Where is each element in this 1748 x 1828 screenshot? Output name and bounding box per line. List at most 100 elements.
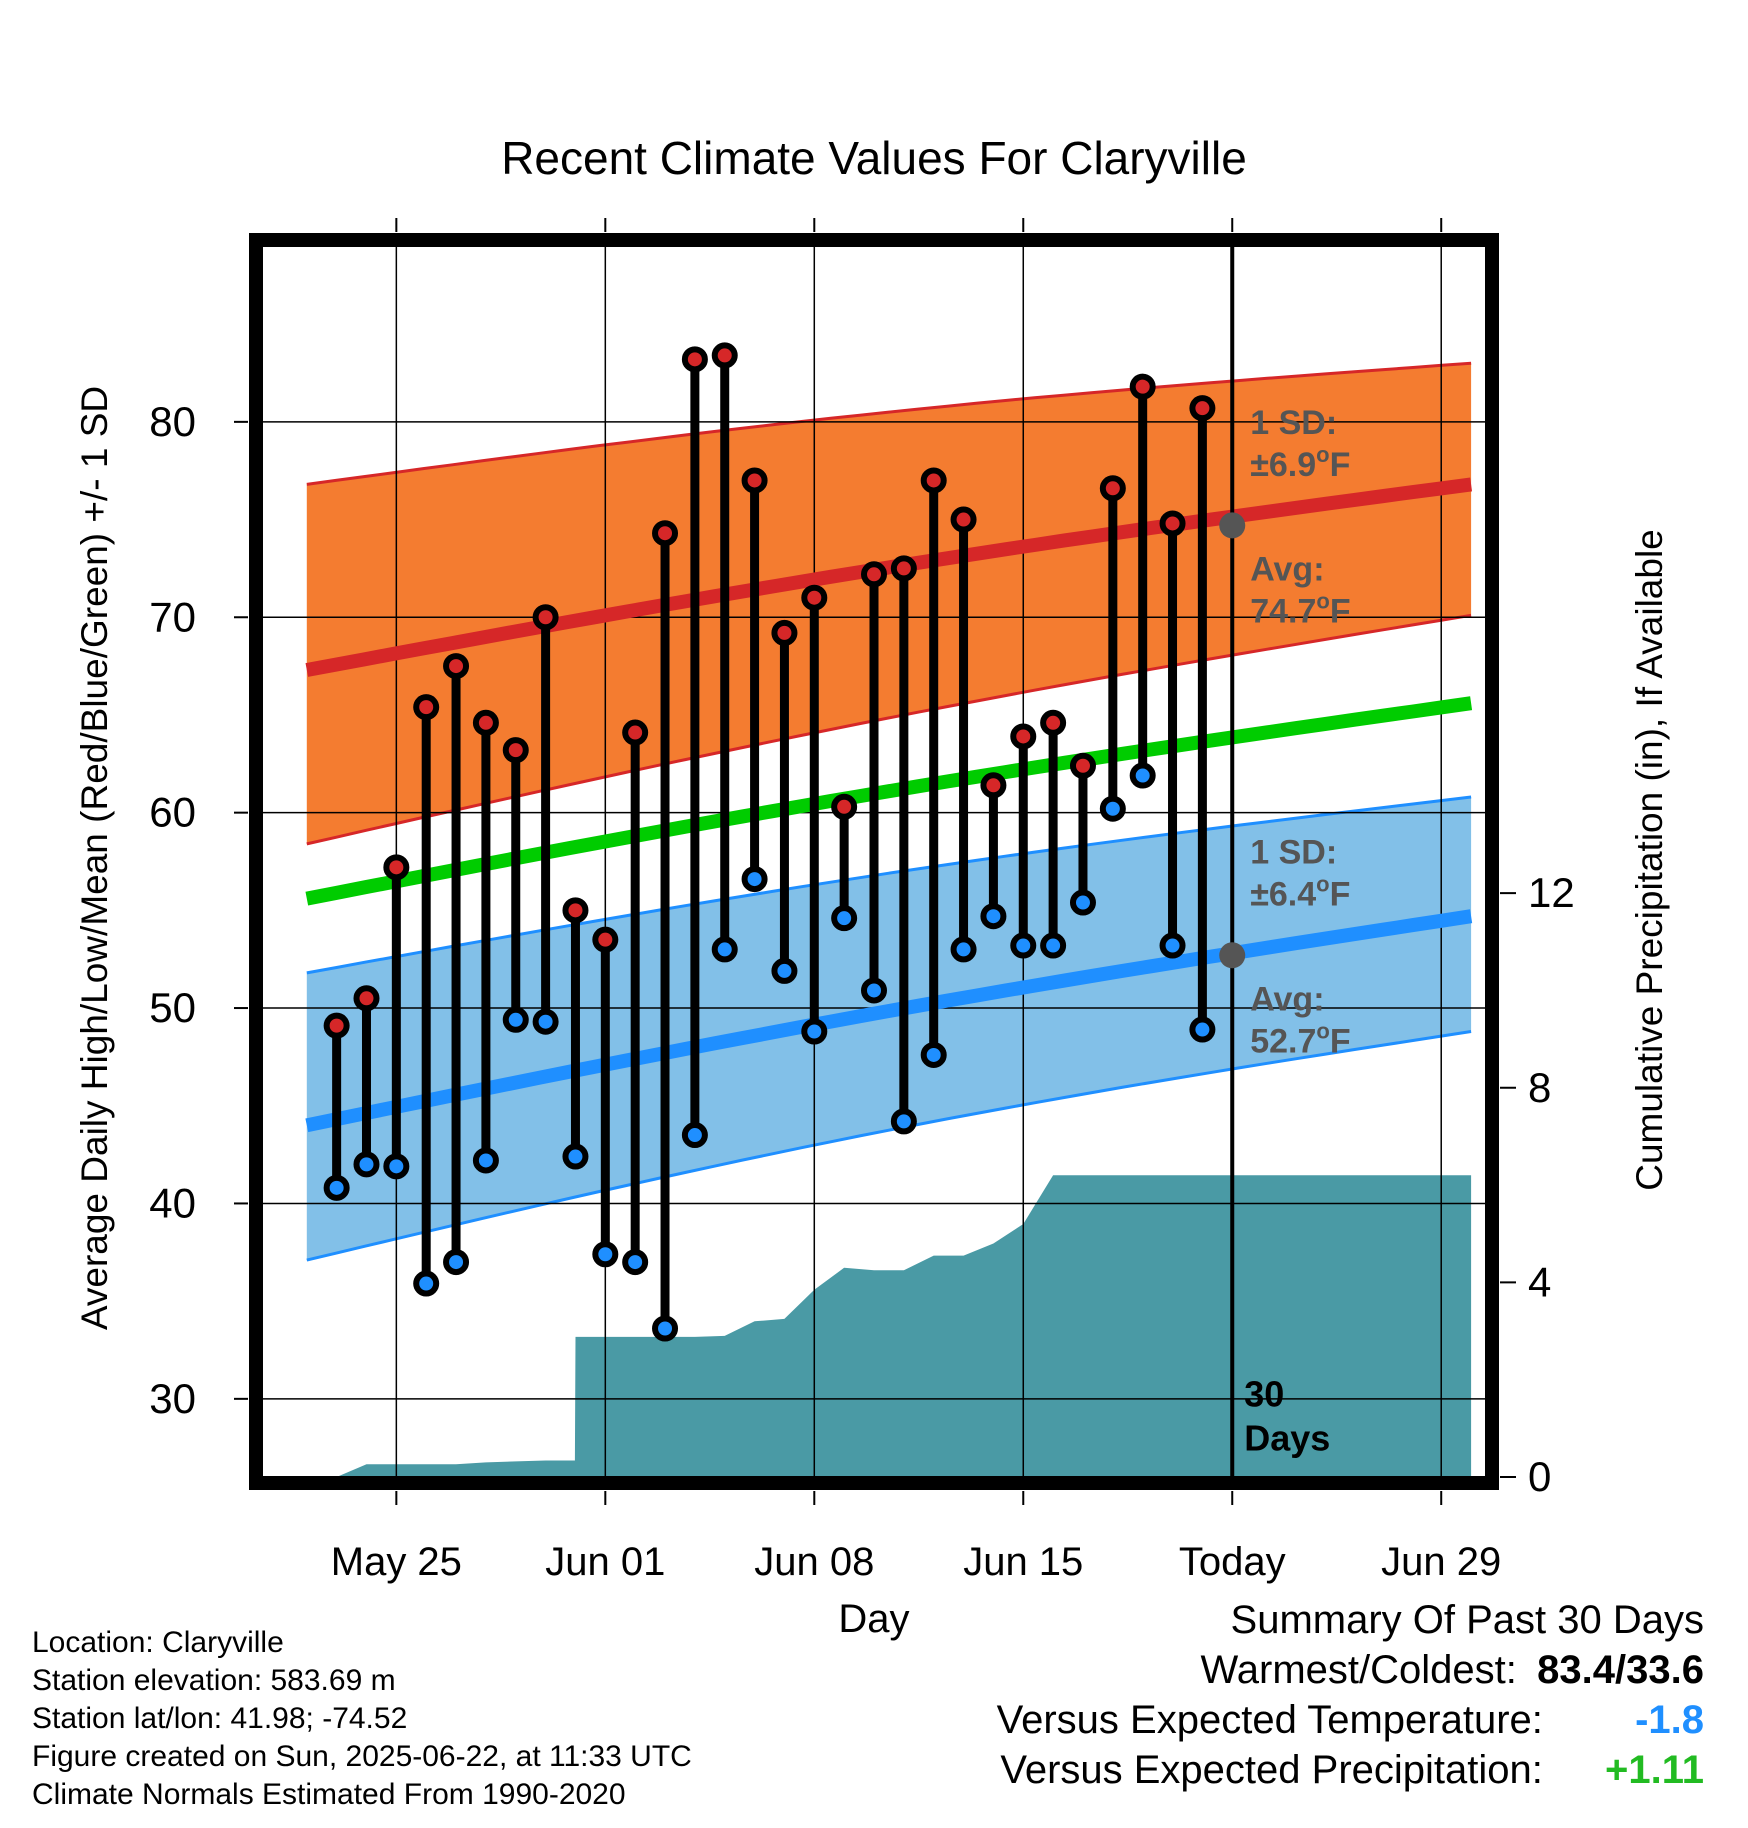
high-sd-annotation: 1 SD: ±6.9oF bbox=[1250, 404, 1350, 484]
daily-low-point bbox=[920, 1041, 947, 1068]
daily-high-point bbox=[413, 694, 440, 721]
info-latlon: Station lat/lon: 41.98; -74.52 bbox=[32, 1702, 408, 1735]
high-sd-band bbox=[306, 363, 1472, 844]
summary-value: +1.11 bbox=[1604, 1748, 1704, 1792]
low-band-lower-edge bbox=[306, 1030, 1472, 1262]
daily-high-point bbox=[1129, 373, 1156, 400]
daily-low-point bbox=[1010, 932, 1037, 959]
low-sd-band bbox=[306, 797, 1472, 1261]
y2-tick-label: 12 bbox=[1528, 869, 1575, 916]
normal-mean-line bbox=[305, 696, 1473, 906]
summary-row-precipitation: Versus Expected Precipitation: +1.11 bbox=[1000, 1748, 1704, 1793]
daily-low-point bbox=[801, 1018, 828, 1045]
y2-tick-label: 4 bbox=[1528, 1258, 1551, 1305]
daily-low-point bbox=[413, 1270, 440, 1297]
daily-low-point bbox=[622, 1249, 649, 1276]
daily-high-point bbox=[323, 1012, 350, 1039]
daily-high-point bbox=[1189, 395, 1216, 422]
daily-high-point bbox=[353, 985, 380, 1012]
daily-low-point bbox=[1069, 889, 1096, 916]
y2-axis-label: Cumulative Precipitation (in), If Availa… bbox=[1629, 529, 1670, 1191]
daily-low-point bbox=[1099, 795, 1126, 822]
x-tick-label: Jun 29 bbox=[1381, 1540, 1501, 1584]
daily-low-point bbox=[353, 1151, 380, 1178]
summary-label: Warmest/Coldest: bbox=[1200, 1648, 1517, 1692]
precip-area bbox=[336, 1175, 1472, 1477]
daily-low-point bbox=[831, 905, 858, 932]
daily-high-point bbox=[741, 467, 768, 494]
daily-low-point bbox=[1189, 1016, 1216, 1043]
daily-high-point bbox=[980, 772, 1007, 799]
daily-high-point bbox=[920, 467, 947, 494]
daily-high-point bbox=[1099, 475, 1126, 502]
daily-high-point bbox=[532, 604, 559, 631]
summary-label: Versus Expected Precipitation: bbox=[1000, 1748, 1543, 1792]
high-band-lower-edge bbox=[306, 613, 1472, 846]
daily-high-point bbox=[592, 926, 619, 953]
daily-high-point bbox=[711, 342, 738, 369]
daily-high-point bbox=[771, 619, 798, 646]
high-avg-annotation: Avg: 74.7oF bbox=[1250, 550, 1350, 630]
daily-high-point bbox=[950, 506, 977, 533]
summary-row-temperature: Versus Expected Temperature: -1.8 bbox=[997, 1698, 1704, 1743]
y-tick-label: 60 bbox=[149, 789, 196, 836]
summary-row-warmest: Warmest/Coldest: 83.4/33.6 bbox=[1201, 1648, 1705, 1693]
summary-title: Summary Of Past 30 Days bbox=[1230, 1598, 1704, 1642]
daily-low-point bbox=[1159, 932, 1186, 959]
daily-low-point bbox=[323, 1174, 350, 1201]
normal-low-line bbox=[305, 909, 1473, 1133]
daily-low-point bbox=[980, 903, 1007, 930]
daily-low-point bbox=[711, 936, 738, 963]
y-tick-label: 40 bbox=[149, 1179, 196, 1226]
daily-low-point bbox=[652, 1315, 679, 1342]
today-high-avg-marker bbox=[1219, 512, 1246, 539]
daily-high-point bbox=[472, 709, 499, 736]
daily-high-point bbox=[652, 520, 679, 547]
daily-high-point bbox=[681, 346, 708, 373]
info-location: Location: Claryville bbox=[32, 1626, 284, 1659]
y2-tick-label: 0 bbox=[1528, 1453, 1551, 1500]
plot-area: 1 SD: ±6.9oF Avg: 74.7oF 1 SD: ±6.4oF Avg: 52.7… bbox=[149, 218, 1575, 1584]
daily-high-point bbox=[1010, 723, 1037, 750]
low-band-upper-edge bbox=[306, 795, 1472, 975]
y2-tick-label: 8 bbox=[1528, 1064, 1551, 1111]
daily-high-point bbox=[1040, 709, 1067, 736]
daily-high-point bbox=[622, 719, 649, 746]
days-annotation: 30 Days bbox=[1244, 1374, 1330, 1459]
low-avg-annotation: Avg: 52.7oF bbox=[1250, 980, 1350, 1060]
info-elevation: Station elevation: 583.69 m bbox=[32, 1664, 396, 1697]
daily-high-point bbox=[443, 653, 470, 680]
daily-high-point bbox=[890, 555, 917, 582]
daily-low-point bbox=[1040, 932, 1067, 959]
x-tick-label: May 25 bbox=[331, 1540, 462, 1584]
summary-value: -1.8 bbox=[1635, 1698, 1704, 1742]
x-tick-label: Jun 01 bbox=[545, 1540, 665, 1584]
chart-title: Recent Climate Values For Claryville bbox=[501, 132, 1247, 184]
summary-value: 83.4/33.6 bbox=[1537, 1648, 1704, 1692]
y-axis-label: Average Daily High/Low/Mean (Red/Blue/Gr… bbox=[74, 386, 115, 1330]
daily-low-point bbox=[681, 1122, 708, 1149]
daily-low-point bbox=[890, 1108, 917, 1135]
daily-low-point bbox=[592, 1241, 619, 1268]
daily-low-point bbox=[532, 1008, 559, 1035]
x-tick-label: Jun 15 bbox=[963, 1540, 1083, 1584]
x-tick-label: Jun 08 bbox=[754, 1540, 874, 1584]
daily-high-point bbox=[383, 854, 410, 881]
y-tick-label: 70 bbox=[149, 593, 196, 640]
y-tick-label: 80 bbox=[149, 398, 196, 445]
plot-content: 1 SD: ±6.9oF Avg: 74.7oF 1 SD: ±6.4oF Avg: 52.7… bbox=[262, 246, 1486, 1477]
high-band-upper-edge bbox=[306, 361, 1472, 486]
y-tick-label: 30 bbox=[149, 1375, 196, 1422]
daily-high-point bbox=[801, 584, 828, 611]
daily-low-point bbox=[383, 1153, 410, 1180]
daily-high-point bbox=[831, 793, 858, 820]
daily-high-point bbox=[1159, 510, 1186, 537]
x-axis-label: Day bbox=[838, 1597, 909, 1641]
daily-low-point bbox=[472, 1147, 499, 1174]
normal-high-line bbox=[305, 477, 1473, 677]
station-info: Location: Claryville Station elevation: … bbox=[32, 1624, 692, 1814]
daily-low-point bbox=[741, 866, 768, 893]
daily-low-point bbox=[950, 936, 977, 963]
daily-low-point bbox=[861, 977, 887, 1004]
